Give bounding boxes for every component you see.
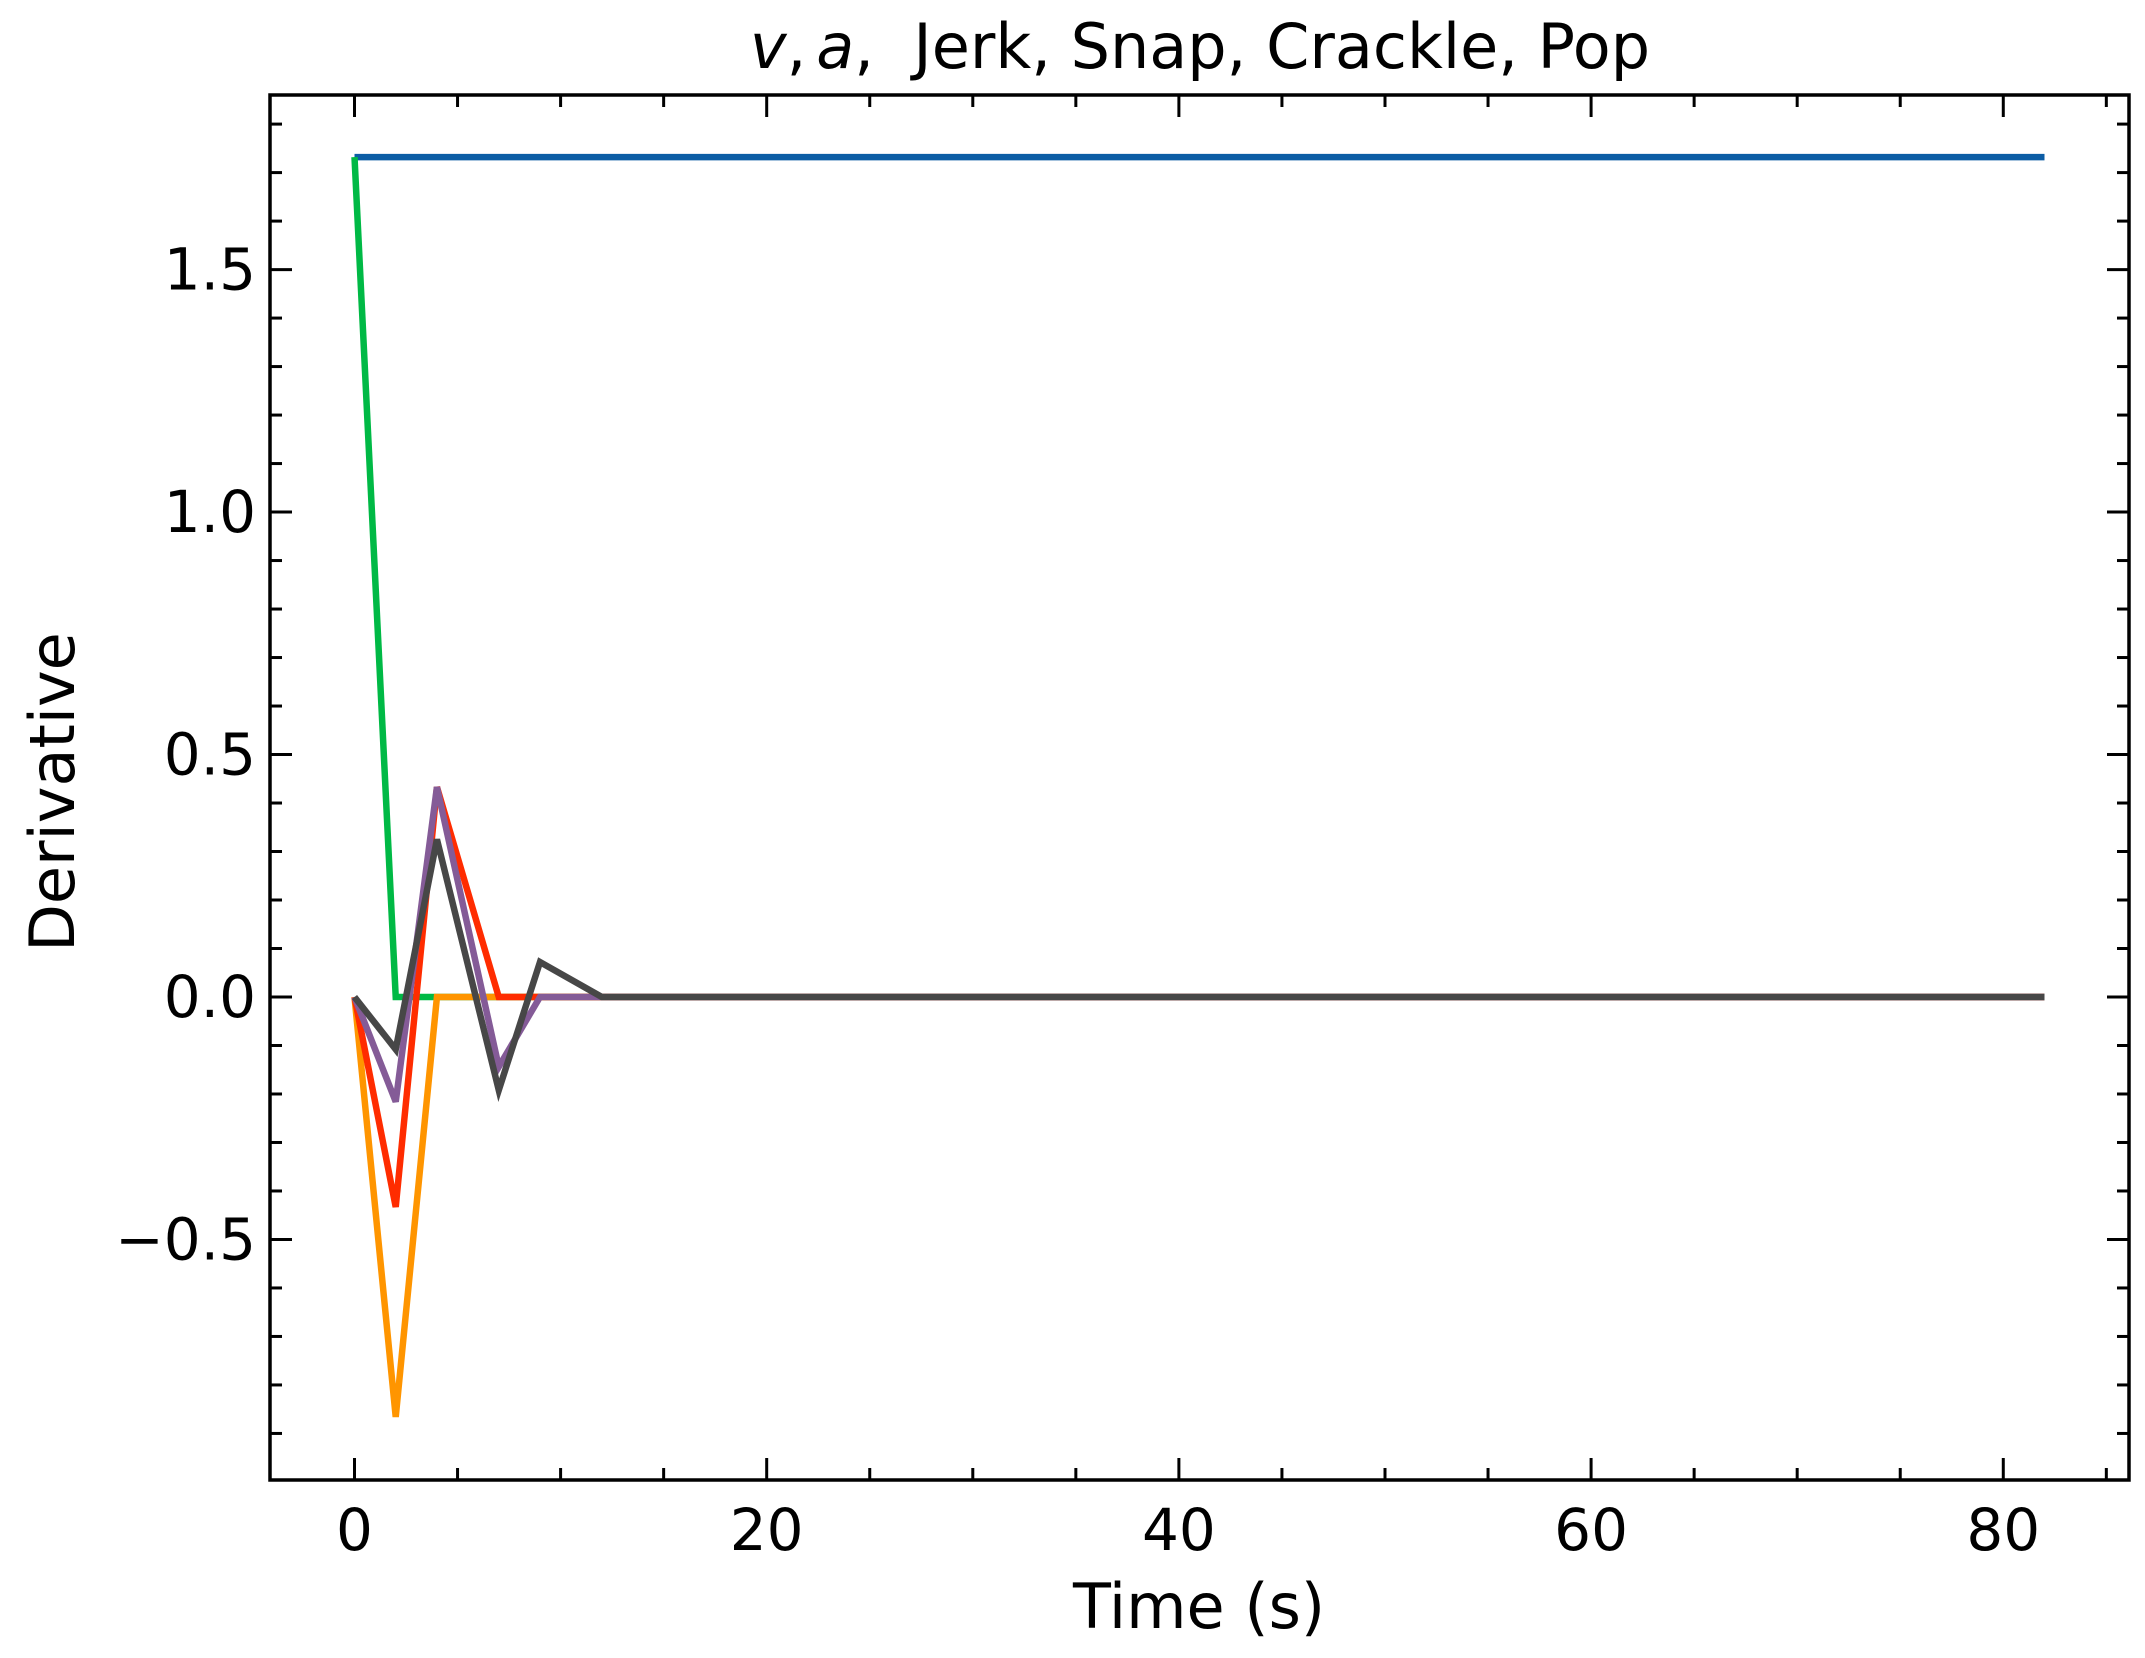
y-tick-label: 1.5 [164,236,256,304]
y-tick-label: 0.5 [164,721,256,789]
series-line-6 [351,838,2045,1103]
title-math-v: v [750,10,788,83]
plot-lines [351,153,2045,1418]
x-tick-label: 0 [336,1496,373,1564]
series-line-3 [351,993,2045,1418]
axis-tick-labels: 0 20 40 60 80 −0.5 0.0 0.5 1.0 1.5 [115,236,2040,1564]
chart-title: v, a, Jerk, Snap, Crackle, Pop [750,10,1650,83]
y-tick-label: 1.0 [164,478,256,546]
x-tick-label: 60 [1554,1496,1628,1564]
x-axis-label: Time (s) [1072,1570,1325,1643]
y-tick-label: 0.0 [164,963,256,1031]
title-comma: , [787,10,807,83]
plot-frame [268,93,2131,1482]
title-math-a: a [816,10,854,83]
axis-ticks [270,95,2129,1480]
series-line-2 [351,156,2045,1001]
x-tick-label: 40 [1142,1496,1216,1564]
y-tick-label: −0.5 [115,1205,256,1273]
title-rest: , Jerk, Snap, Crackle, Pop [854,10,1650,83]
x-tick-label: 20 [730,1496,804,1564]
y-axis-label: Derivative [16,632,89,952]
series-line-5 [351,786,2045,1103]
x-tick-label: 80 [1966,1496,2040,1564]
